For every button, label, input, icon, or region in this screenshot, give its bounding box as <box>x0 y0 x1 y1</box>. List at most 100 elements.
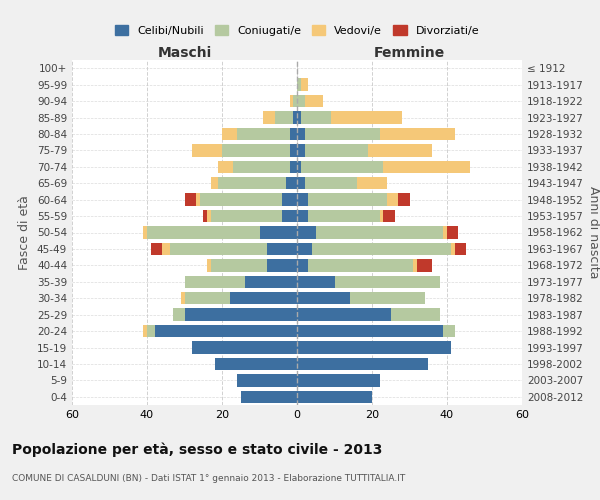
Bar <box>398 194 409 206</box>
Legend: Celibi/Nubili, Coniugati/e, Vedovi/e, Divorziati/e: Celibi/Nubili, Coniugati/e, Vedovi/e, Di… <box>110 20 484 40</box>
Bar <box>203 210 207 222</box>
Bar <box>297 292 349 304</box>
Bar <box>170 243 267 255</box>
Bar <box>147 325 155 337</box>
Bar <box>417 259 432 272</box>
Bar <box>293 95 297 107</box>
Bar <box>181 292 185 304</box>
Bar <box>260 226 297 238</box>
Text: Maschi: Maschi <box>157 46 212 60</box>
Bar <box>267 243 297 255</box>
Bar <box>297 210 308 222</box>
Bar <box>368 144 432 156</box>
Bar <box>413 259 417 272</box>
Text: Popolazione per età, sesso e stato civile - 2013: Popolazione per età, sesso e stato civil… <box>12 442 382 457</box>
Bar <box>443 226 447 238</box>
Bar <box>297 95 305 107</box>
Bar <box>297 342 451 353</box>
Bar <box>316 226 443 238</box>
Bar <box>297 160 301 173</box>
Bar <box>241 390 297 403</box>
Bar <box>286 177 297 190</box>
Bar <box>207 210 211 222</box>
Bar <box>455 243 466 255</box>
Y-axis label: Anni di nascita: Anni di nascita <box>587 186 600 279</box>
Bar <box>196 194 199 206</box>
Bar <box>192 144 222 156</box>
Bar <box>237 128 290 140</box>
Bar <box>185 292 229 304</box>
Bar <box>447 226 458 238</box>
Bar <box>305 144 368 156</box>
Bar <box>305 177 357 190</box>
Bar <box>305 95 323 107</box>
Bar <box>143 325 147 337</box>
Bar <box>222 144 290 156</box>
Text: Femmine: Femmine <box>374 46 445 60</box>
Bar <box>229 292 297 304</box>
Bar <box>155 325 297 337</box>
Bar <box>211 210 282 222</box>
Bar <box>185 276 245 288</box>
Bar <box>151 243 162 255</box>
Bar <box>267 259 297 272</box>
Bar <box>383 210 395 222</box>
Bar <box>331 112 402 124</box>
Bar <box>297 177 305 190</box>
Bar <box>290 128 297 140</box>
Bar <box>297 128 305 140</box>
Bar <box>233 160 290 173</box>
Bar <box>297 226 316 238</box>
Y-axis label: Fasce di età: Fasce di età <box>19 195 31 270</box>
Bar <box>211 259 267 272</box>
Bar <box>185 194 196 206</box>
Bar <box>297 259 308 272</box>
Bar <box>297 144 305 156</box>
Bar <box>222 128 237 140</box>
Bar <box>301 78 308 91</box>
Bar <box>391 308 439 321</box>
Bar <box>282 194 297 206</box>
Bar <box>185 308 297 321</box>
Bar <box>349 292 425 304</box>
Bar <box>297 390 372 403</box>
Bar <box>312 243 451 255</box>
Bar <box>305 128 380 140</box>
Bar <box>308 210 380 222</box>
Bar <box>215 358 297 370</box>
Bar <box>199 194 282 206</box>
Bar <box>383 160 470 173</box>
Bar <box>301 160 383 173</box>
Bar <box>308 259 413 272</box>
Bar <box>297 374 380 386</box>
Bar <box>443 325 455 337</box>
Bar <box>282 210 297 222</box>
Bar <box>162 243 170 255</box>
Bar <box>380 128 455 140</box>
Bar <box>207 259 211 272</box>
Bar <box>173 308 185 321</box>
Bar <box>290 160 297 173</box>
Bar <box>290 95 293 107</box>
Bar <box>293 112 297 124</box>
Bar <box>245 276 297 288</box>
Bar <box>218 160 233 173</box>
Bar <box>275 112 293 124</box>
Bar <box>387 194 398 206</box>
Bar <box>297 194 308 206</box>
Bar <box>297 276 335 288</box>
Bar <box>263 112 275 124</box>
Bar <box>211 177 218 190</box>
Bar <box>297 243 312 255</box>
Bar <box>297 358 428 370</box>
Bar <box>297 325 443 337</box>
Bar <box>192 342 297 353</box>
Bar <box>218 177 286 190</box>
Bar <box>290 144 297 156</box>
Bar <box>308 194 387 206</box>
Bar <box>297 78 301 91</box>
Bar <box>380 210 383 222</box>
Text: COMUNE DI CASALDUNI (BN) - Dati ISTAT 1° gennaio 2013 - Elaborazione TUTTITALIA.: COMUNE DI CASALDUNI (BN) - Dati ISTAT 1°… <box>12 474 405 483</box>
Bar <box>335 276 439 288</box>
Bar <box>237 374 297 386</box>
